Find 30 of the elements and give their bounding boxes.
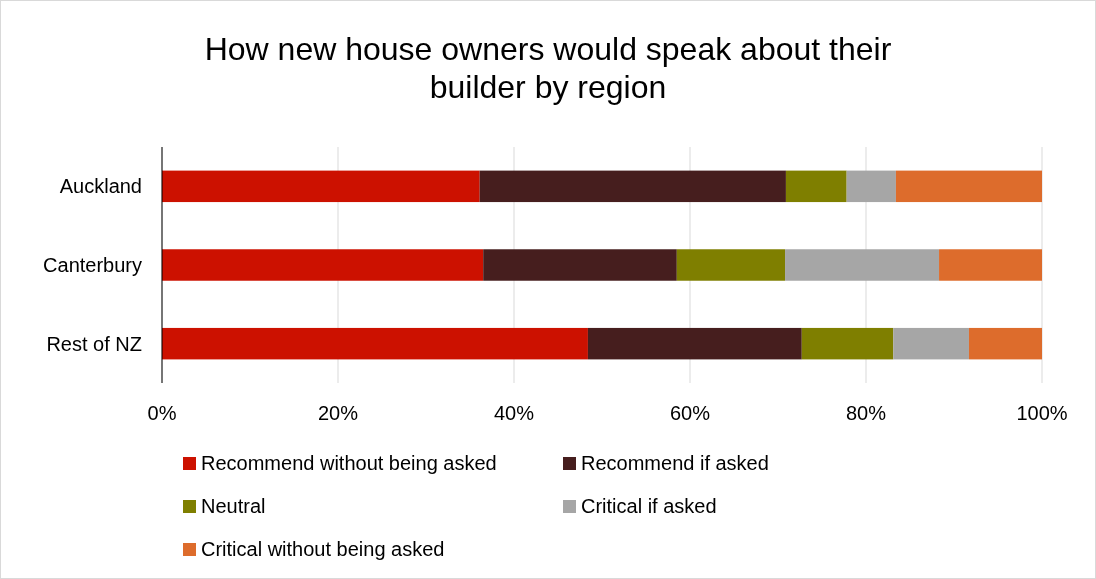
- x-tick-label: 80%: [845, 402, 887, 424]
- legend-label: Neutral: [201, 495, 266, 517]
- x-tick-label: 20%: [317, 402, 359, 424]
- y-tick-label: Canterbury: [43, 254, 142, 276]
- bar: [893, 327, 969, 360]
- y-tick-label: Rest of NZ: [46, 332, 142, 355]
- bar: [968, 327, 1042, 360]
- bar: [162, 170, 480, 203]
- legend-label: Critical without being asked: [201, 538, 445, 560]
- x-tick-label: 40%: [493, 402, 535, 424]
- bar: [162, 249, 484, 281]
- bar: [676, 249, 786, 281]
- bar: [162, 327, 588, 360]
- x-tick-label: 100%: [1016, 402, 1068, 424]
- legend-label: Recommend if asked: [581, 452, 769, 474]
- x-tick-label: 60%: [669, 402, 711, 424]
- legend-label: Critical if asked: [581, 495, 717, 517]
- bar: [846, 170, 896, 203]
- x-tick-label: 0%: [147, 402, 177, 424]
- bar: [587, 327, 802, 360]
- bar: [785, 249, 940, 281]
- bar: [483, 249, 677, 281]
- bar: [801, 327, 894, 360]
- bar: [785, 170, 847, 203]
- chart-title: How new house owners would speak about their builder by region: [204, 31, 892, 105]
- bar: [895, 170, 1042, 203]
- legend-label: Recommend without being asked: [201, 452, 497, 474]
- y-tick-label: Auckland: [59, 175, 142, 198]
- bar: [479, 170, 786, 203]
- bar: [939, 249, 1042, 281]
